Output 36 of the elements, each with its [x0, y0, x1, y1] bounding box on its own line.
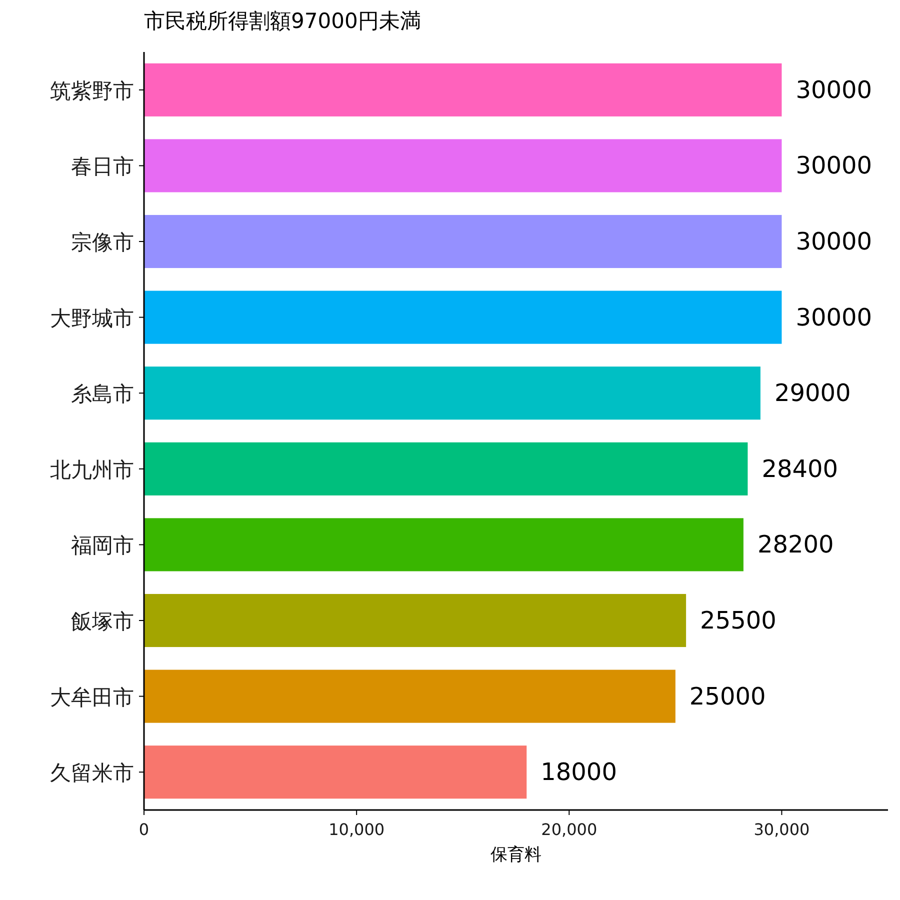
- x-tick-label: 20,000: [541, 820, 598, 839]
- y-tick-label: 大野城市: [50, 306, 134, 330]
- data-label: 25500: [700, 606, 776, 634]
- bar: [144, 214, 782, 268]
- data-label: 28400: [762, 454, 838, 483]
- bar: [144, 63, 782, 116]
- y-tick-label: 宗像市: [71, 230, 134, 254]
- bar: [144, 442, 748, 496]
- y-tick-label: 飯塚市: [71, 610, 134, 634]
- x-tick-label: 0: [138, 820, 150, 839]
- x-tick-label: 30,000: [754, 820, 810, 839]
- y-tick-label: 久留米市: [50, 761, 134, 786]
- data-label: 29000: [774, 379, 851, 408]
- data-label: 30000: [796, 152, 872, 180]
- data-label: 30000: [796, 303, 872, 332]
- bar: [144, 670, 676, 723]
- chart-title: 市民税所得割額97000円未満: [144, 9, 421, 33]
- data-label: 18000: [540, 758, 617, 786]
- bar: [144, 594, 686, 648]
- bar: [144, 366, 760, 420]
- y-tick-label: 筑紫野市: [50, 78, 134, 103]
- y-tick-label: 春日市: [71, 154, 134, 179]
- data-label: 30000: [796, 228, 872, 256]
- bar: [144, 746, 527, 799]
- bar: [144, 290, 782, 344]
- data-label: 30000: [796, 76, 872, 104]
- y-tick-label: 糸島市: [71, 382, 134, 406]
- x-axis-title: 保育料: [490, 845, 542, 865]
- y-tick-label: 北九州市: [50, 458, 134, 482]
- y-tick-label: 大牟田市: [50, 685, 134, 710]
- x-tick-label: 10,000: [328, 820, 385, 839]
- y-tick-label: 福岡市: [71, 534, 134, 558]
- data-label: 25000: [689, 682, 766, 710]
- bar: [144, 139, 782, 192]
- bar: [144, 518, 744, 572]
- data-label: 28200: [757, 530, 834, 559]
